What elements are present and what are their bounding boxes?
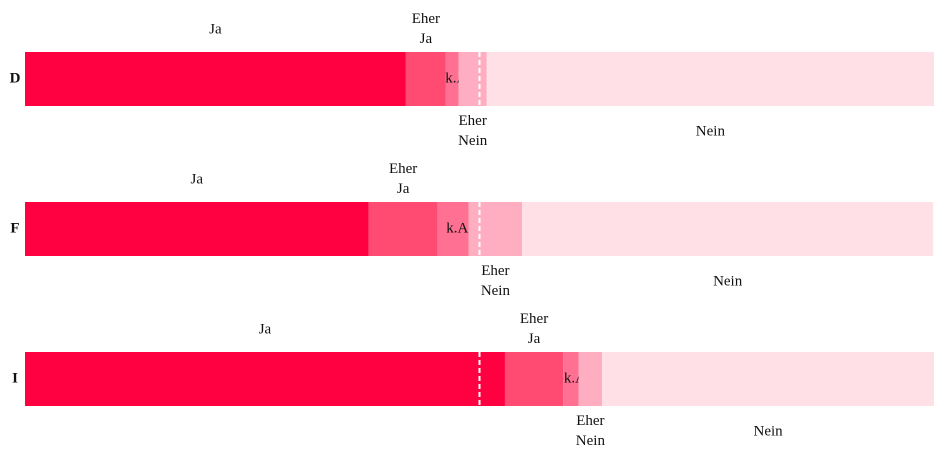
- bar-segment: [368, 202, 438, 256]
- segment-label: Eher Ja: [389, 161, 417, 197]
- bar-segment: [445, 52, 459, 106]
- segment-label: Ja: [209, 21, 222, 37]
- bar-segment: [25, 202, 369, 256]
- bar-segment: [458, 52, 487, 106]
- segment-label: Nein: [696, 123, 726, 139]
- segment-label: Eher Nein: [458, 113, 488, 149]
- segment-label: Eher Nein: [481, 263, 511, 299]
- bar-segment: [578, 352, 603, 406]
- row-label: F: [10, 220, 19, 236]
- segment-label: Ja: [191, 171, 204, 187]
- segment-label: Nein: [713, 273, 743, 289]
- row-label: I: [12, 370, 18, 386]
- segment-label: Ja: [259, 321, 272, 337]
- segment-label: k.A.: [446, 220, 472, 236]
- bar-segment: [522, 202, 934, 256]
- bar-segment: [25, 352, 505, 406]
- bar-segment: [437, 202, 469, 256]
- bar-segment: [504, 352, 564, 406]
- segment-label: Eher Ja: [520, 311, 548, 347]
- bar-segment: [563, 352, 579, 406]
- segment-label: Eher Ja: [412, 11, 440, 47]
- segment-label: Eher Nein: [576, 413, 606, 449]
- bar-segment: [486, 52, 934, 106]
- row-label: D: [10, 70, 21, 86]
- segment-label: Nein: [754, 423, 784, 439]
- bar-segment: [25, 52, 406, 106]
- bar-segment: [405, 52, 446, 106]
- bar-segment: [602, 352, 934, 406]
- bar-segment: [468, 202, 523, 256]
